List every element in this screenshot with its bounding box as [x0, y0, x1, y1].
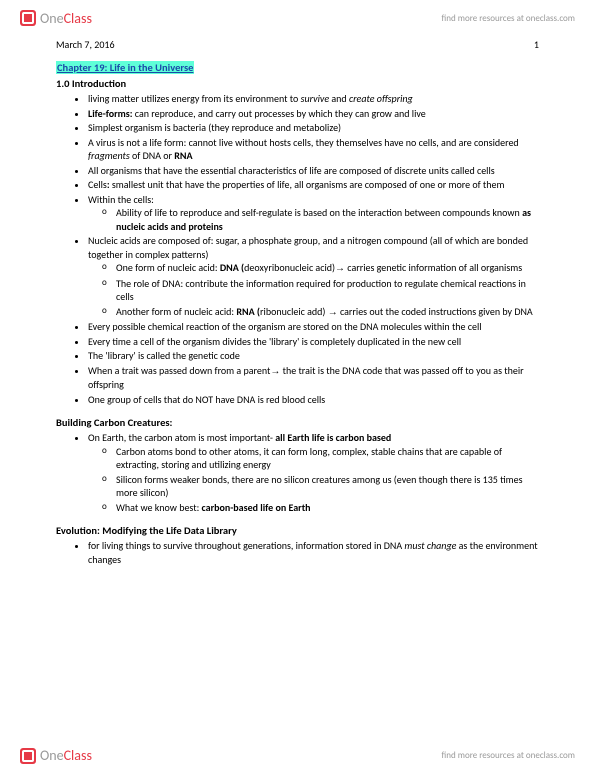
list-item: for living things to survive throughout … [88, 539, 539, 566]
list-item: Nucleic acids are composed of: sugar, a … [88, 234, 539, 319]
text: for living things to survive throughout … [88, 539, 404, 552]
date-row: March 7, 2016 1 [56, 38, 539, 51]
list-item: Cells: smallest unit that have the prope… [88, 178, 539, 192]
page-number: 1 [534, 38, 539, 51]
text: survive [301, 92, 330, 105]
text: create offspring [349, 92, 413, 105]
text: Within the cells: [88, 193, 154, 206]
text: of DNA or [130, 149, 175, 162]
text: carries out the coded instructions given… [338, 305, 533, 318]
logo-text: OneClass [40, 10, 92, 27]
text: RNA ( [236, 305, 260, 318]
list-item: What we know best: carbon-based life on … [116, 501, 539, 515]
text: Another form of nucleic acid: [116, 305, 236, 318]
chapter-title-wrap: Chapter 19: Life in the Universe [56, 61, 539, 74]
brand-logo: OneClass [20, 10, 92, 27]
text: One form of nucleic acid: [116, 261, 220, 274]
text: On Earth, the carbon atom is most import… [88, 431, 275, 444]
intro-list: living matter utilizes energy from its e… [56, 92, 539, 406]
logo-text: OneClass [40, 747, 92, 764]
text: DNA ( [220, 261, 244, 274]
logo-part2: Class [64, 10, 92, 27]
list-item: The 'library' is called the genetic code [88, 349, 539, 363]
text: carries genetic information of all organ… [345, 261, 522, 274]
text: must change [404, 539, 456, 552]
carbon-list: On Earth, the carbon atom is most import… [56, 431, 539, 514]
text: carbon-based life on Earth [202, 501, 311, 514]
section-intro: 1.0 Introduction [56, 77, 539, 90]
brand-logo-footer: OneClass [20, 747, 92, 764]
list-item: living matter utilizes energy from its e… [88, 92, 539, 106]
text: RNA [174, 149, 192, 162]
logo-part1: One [40, 10, 64, 27]
page-footer: OneClass find more resources at oneclass… [0, 747, 595, 764]
page-header: OneClass find more resources at oneclass… [0, 0, 595, 32]
section-evolution: Evolution: Modifying the Life Data Libra… [56, 524, 539, 537]
list-item: Every time a cell of the organism divide… [88, 335, 539, 349]
footer-link[interactable]: find more resources at oneclass.com [442, 750, 575, 761]
text: and [329, 92, 349, 105]
sublist: Carbon atoms bond to other atoms, it can… [88, 445, 539, 515]
list-item: On Earth, the carbon atom is most import… [88, 431, 539, 514]
text: ribonucleic add) [260, 305, 328, 318]
text: A virus is not a life form: cannot live … [88, 136, 519, 149]
text: smallest unit that have the properties o… [110, 178, 505, 191]
text: deoxyribonucleic acid) [244, 261, 335, 274]
list-item: Life-forms: can reproduce, and carry out… [88, 107, 539, 121]
evolution-list: for living things to survive throughout … [56, 539, 539, 566]
date: March 7, 2016 [56, 38, 115, 51]
header-link[interactable]: find more resources at oneclass.com [442, 13, 575, 24]
sublist: One form of nucleic acid: DNA (deoxyribo… [88, 261, 539, 319]
list-item: The role of DNA: contribute the informat… [116, 277, 539, 304]
text: Nucleic acids are composed of: sugar, a … [88, 234, 528, 261]
arrow-icon: → [335, 263, 345, 274]
list-item: All organisms that have the essential ch… [88, 164, 539, 178]
text: Life-forms: [88, 107, 133, 120]
text: Cells [88, 178, 107, 191]
logo-part2: Class [64, 747, 92, 764]
text: What we know best: [116, 501, 202, 514]
text: all Earth life is carbon based [275, 431, 391, 444]
logo-part1: One [40, 747, 64, 764]
arrow-icon: → [328, 307, 338, 318]
text: When a trait was passed down from a pare… [88, 364, 270, 377]
list-item: Simplest organism is bacteria (they repr… [88, 121, 539, 135]
list-item: One form of nucleic acid: DNA (deoxyribo… [116, 261, 539, 276]
text: living matter utilizes energy from its e… [88, 92, 301, 105]
list-item: One group of cells that do NOT have DNA … [88, 393, 539, 407]
section-carbon: Building Carbon Creatures: [56, 416, 539, 429]
chapter-title: Chapter 19: Life in the Universe [56, 61, 194, 74]
list-item: Ability of life to reproduce and self-re… [116, 206, 539, 233]
text: fragments [88, 149, 130, 162]
list-item: Every possible chemical reaction of the … [88, 320, 539, 334]
list-item: Carbon atoms bond to other atoms, it can… [116, 445, 539, 472]
text: can reproduce, and carry out processes b… [133, 107, 426, 120]
list-item: Silicon forms weaker bonds, there are no… [116, 473, 539, 500]
list-item: Within the cells: Ability of life to rep… [88, 193, 539, 234]
sublist: Ability of life to reproduce and self-re… [88, 206, 539, 233]
text: Ability of life to reproduce and self-re… [116, 206, 522, 219]
logo-icon [20, 10, 36, 26]
page-content: March 7, 2016 1 Chapter 19: Life in the … [0, 32, 595, 566]
list-item: Another form of nucleic acid: RNA (ribon… [116, 305, 539, 320]
list-item: A virus is not a life form: cannot live … [88, 136, 539, 163]
list-item: When a trait was passed down from a pare… [88, 364, 539, 392]
arrow-icon: → [270, 366, 280, 377]
logo-icon [20, 748, 36, 764]
